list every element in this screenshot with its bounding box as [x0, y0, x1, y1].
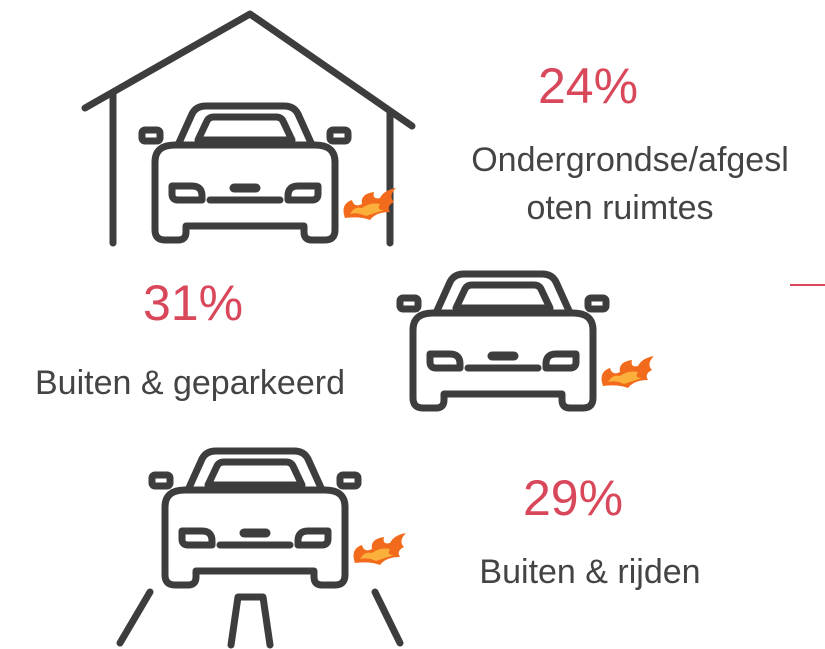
label: Ondergrondse/afgesl	[471, 141, 789, 179]
page: 24% Ondergrondse/afgesl oten ruimtes 31%…	[0, 0, 825, 649]
parked-car-icon	[400, 274, 654, 408]
label: Buiten & geparkeerd	[35, 364, 345, 402]
percent: 31%	[143, 275, 243, 331]
label: Buiten & rijden	[479, 553, 700, 591]
label: oten ruimtes	[526, 189, 713, 227]
driving-car-icon	[120, 451, 406, 645]
garage-icon	[85, 14, 412, 243]
percent: 29%	[523, 470, 623, 526]
percent: 24%	[538, 58, 638, 114]
infographic: 24% Ondergrondse/afgesl oten ruimtes 31%…	[0, 0, 825, 649]
